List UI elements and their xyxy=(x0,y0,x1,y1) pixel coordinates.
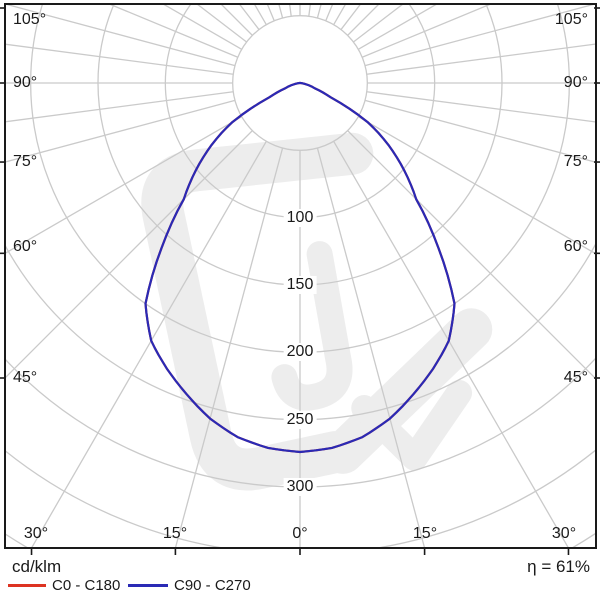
ring-label-250: 250 xyxy=(283,411,317,429)
ring-label-100: 100 xyxy=(283,209,317,227)
angle-label-right-45: 45° xyxy=(563,369,588,386)
angle-label-bottom-30r: 30° xyxy=(551,525,577,542)
angle-label-bottom-0: 0° xyxy=(292,525,308,542)
legend-line-c90-c270 xyxy=(128,584,168,587)
ring-label-300: 300 xyxy=(283,478,317,496)
legend-label-c0-c180: C0 - C180 xyxy=(52,577,121,594)
angle-label-bottom-15l: 15° xyxy=(162,525,188,542)
legend-label-c90-c270: C90 - C270 xyxy=(174,577,251,594)
angle-label-left-75: 75° xyxy=(13,153,38,170)
angle-label-left-45: 45° xyxy=(13,369,38,386)
angle-label-left-105: 105° xyxy=(13,11,47,28)
angle-label-left-60: 60° xyxy=(13,238,38,255)
efficiency-label: η = 61% xyxy=(527,557,590,576)
angle-label-right-90: 90° xyxy=(563,74,588,91)
angle-label-right-60: 60° xyxy=(563,238,588,255)
units-label: cd/klm xyxy=(12,557,62,576)
angle-label-bottom-30l: 30° xyxy=(23,525,49,542)
legend-line-c0-c180 xyxy=(8,584,46,587)
angle-label-left-90: 90° xyxy=(13,74,38,91)
ring-label-200: 200 xyxy=(283,343,317,361)
angle-label-right-75: 75° xyxy=(563,153,588,170)
ring-label-150: 150 xyxy=(283,276,317,294)
curve-C90 - C270 xyxy=(144,81,456,454)
angle-label-right-105: 105° xyxy=(554,11,588,28)
angle-label-bottom-15r: 15° xyxy=(412,525,438,542)
